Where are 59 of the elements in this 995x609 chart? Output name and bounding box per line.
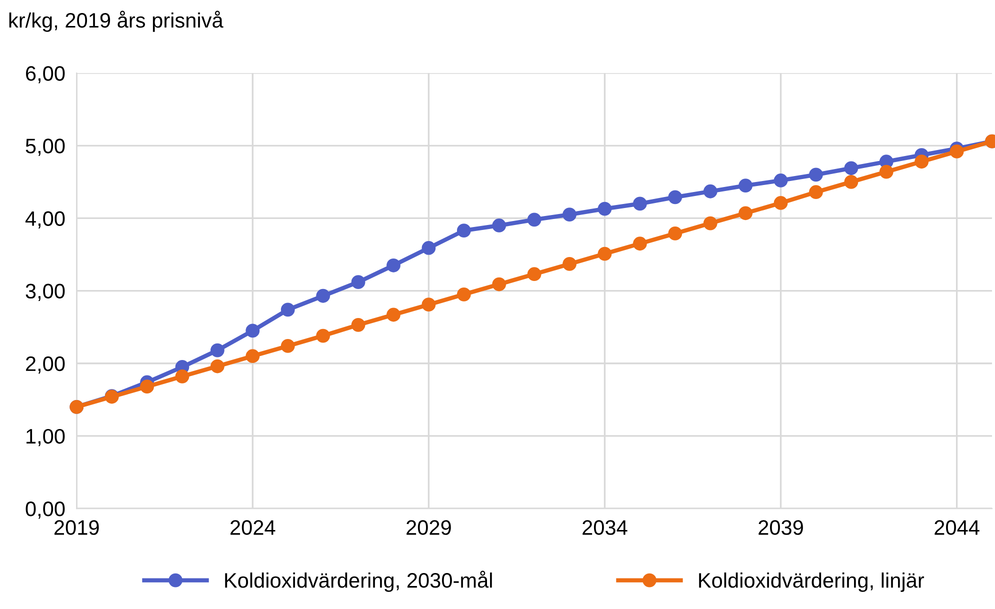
point: [422, 241, 436, 255]
point: [598, 246, 612, 261]
point: [703, 184, 718, 198]
point: [175, 369, 190, 384]
point: [598, 202, 612, 216]
y-tick-label: 2,00: [26, 356, 65, 374]
point: [950, 144, 964, 158]
point: [668, 190, 682, 204]
point: [632, 236, 647, 251]
x-tick-label: 2039: [758, 520, 803, 535]
point: [844, 161, 858, 176]
point: [316, 328, 330, 343]
point: [280, 339, 295, 353]
point: [316, 288, 330, 303]
point: [809, 168, 823, 182]
y-tick-label: 3,00: [26, 284, 65, 302]
x-tick-label: 2044: [934, 520, 980, 535]
point: [351, 318, 366, 332]
y-axis-title: kr/kg, 2019 års prisnivå: [9, 10, 224, 32]
point: [246, 324, 260, 338]
y-tick-label: 6,00: [26, 66, 65, 84]
point: [210, 343, 224, 358]
point: [844, 174, 858, 189]
x-tick-label: 2034: [582, 520, 628, 535]
point: [527, 212, 542, 227]
y-tick-label: 0,00: [26, 502, 65, 519]
y-tick-label: 4,00: [25, 211, 65, 228]
point: [562, 208, 576, 222]
x-tick-label: 2024: [230, 520, 276, 535]
point: [668, 226, 682, 240]
point: [140, 380, 154, 394]
point: [527, 267, 542, 282]
point: [246, 349, 260, 364]
point: [774, 174, 788, 188]
point: [492, 277, 506, 292]
point: [738, 206, 753, 220]
point: [351, 275, 366, 290]
legend-label: Koldioxidvärdering, 2030-mål: [225, 570, 492, 592]
point: [456, 287, 471, 302]
legend-label: Koldioxidvärdering, linjär: [699, 572, 924, 592]
point: [210, 359, 224, 374]
y-tick-label: 5,00: [26, 138, 65, 156]
point: [703, 216, 718, 230]
point: [492, 218, 506, 232]
point: [774, 196, 788, 210]
point: [386, 308, 400, 322]
point: [456, 224, 471, 238]
point: [809, 185, 823, 200]
point: [386, 258, 400, 272]
point: [879, 164, 894, 179]
point: [914, 154, 929, 169]
point: [738, 178, 753, 193]
y-tick-label: 1,00: [26, 428, 65, 446]
x-tick-label: 2019: [54, 520, 99, 535]
point: [422, 298, 436, 312]
point: [280, 302, 295, 317]
point: [632, 196, 647, 211]
x-tick-label: 2029: [406, 520, 451, 535]
point: [562, 257, 576, 271]
